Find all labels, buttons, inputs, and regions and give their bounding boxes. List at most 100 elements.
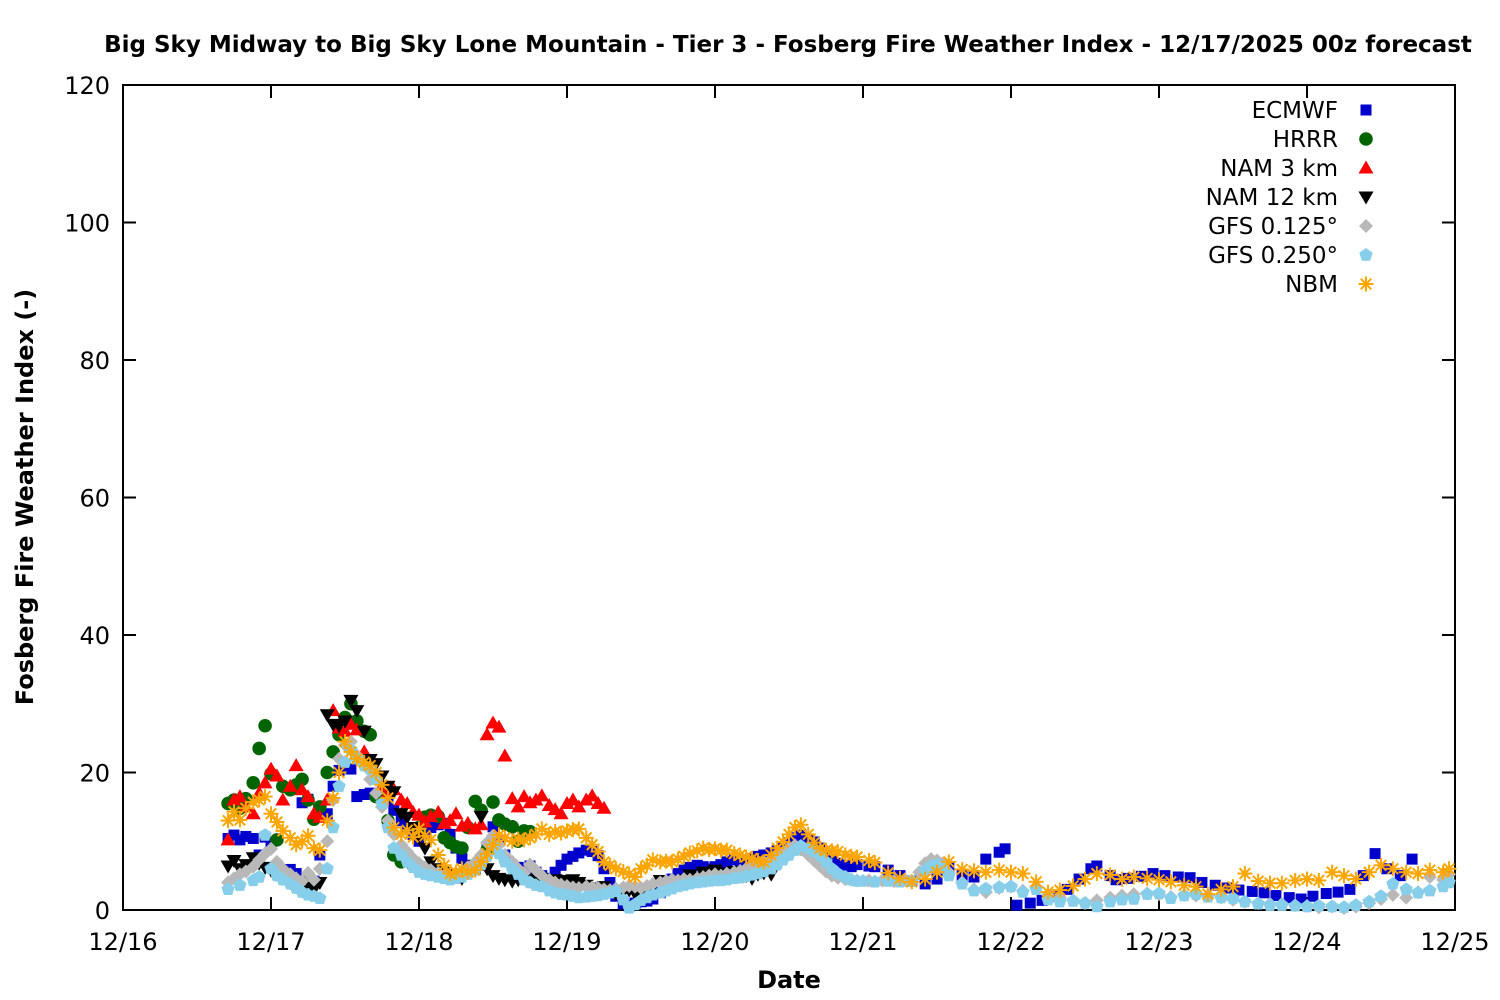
data-point-square <box>345 763 357 775</box>
legend: ECMWF HRRR NAM 3 km NAM 12 km GFS 0.125° GFS … <box>1206 98 1374 298</box>
asterisk-stroke <box>301 829 315 842</box>
data-point-square <box>487 821 499 833</box>
data-point-square <box>1394 870 1406 882</box>
data-point-pentagon <box>233 878 247 891</box>
data-point-square <box>845 861 857 873</box>
data-point-asterisk <box>1385 861 1401 877</box>
asterisk-stroke <box>381 791 394 804</box>
asterisk-stroke <box>1152 873 1166 886</box>
data-point-asterisk <box>590 844 606 860</box>
data-point-pentagon <box>1078 896 1092 909</box>
asterisk-stroke <box>1300 873 1314 886</box>
data-point-pentagon <box>1300 899 1314 913</box>
data-point-asterisk <box>319 813 335 829</box>
data-point-square <box>1159 870 1171 882</box>
asterisk-stroke <box>1263 877 1277 890</box>
asterisk-stroke <box>1226 880 1240 893</box>
asterisk-stroke <box>307 842 320 855</box>
data-point-triangle-down <box>386 786 402 800</box>
data-point-triangle-up <box>1358 160 1374 174</box>
data-point-asterisk <box>312 842 328 858</box>
data-point-circle <box>486 795 500 809</box>
asterisk-stroke <box>1090 867 1103 880</box>
data-point-asterisk <box>1077 871 1093 887</box>
asterisk-stroke <box>1312 874 1325 887</box>
data-point-triangle-up <box>491 719 507 733</box>
data-point-triangle-up <box>399 795 415 809</box>
data-point-asterisk <box>1274 875 1290 891</box>
data-point-pentagon <box>616 892 630 906</box>
asterisk-stroke <box>418 829 431 842</box>
data-point-square <box>1091 860 1103 872</box>
chart-title: Big Sky Midway to Big Sky Lone Mountain … <box>104 32 1472 58</box>
data-point-pentagon <box>1103 894 1117 908</box>
data-point-asterisk <box>917 871 933 887</box>
asterisk-stroke <box>1115 873 1129 886</box>
data-point-pentagon <box>1325 899 1339 913</box>
data-point-circle <box>455 841 469 855</box>
data-point-triangle-up <box>553 806 569 820</box>
data-point-asterisk <box>775 834 791 850</box>
data-point-asterisk <box>473 854 489 870</box>
asterisk-stroke <box>549 825 562 838</box>
data-point-triangle-up <box>571 799 587 813</box>
data-point-asterisk <box>1250 873 1266 889</box>
data-point-pentagon <box>1016 885 1030 898</box>
data-point-square <box>549 866 561 878</box>
data-point-asterisk <box>867 855 883 871</box>
asterisk-stroke <box>1016 867 1029 880</box>
data-point-square <box>573 847 585 859</box>
data-point-square <box>1011 899 1023 911</box>
asterisk-stroke <box>993 864 1006 877</box>
data-point-triangle-up <box>497 748 513 762</box>
asterisk-stroke <box>777 835 790 848</box>
data-point-square <box>1406 853 1418 865</box>
data-point-asterisk <box>1102 867 1118 883</box>
asterisk-stroke <box>1252 875 1265 888</box>
data-point-square <box>247 833 259 844</box>
y-tick-label: 20 <box>79 760 110 788</box>
data-point-asterisk <box>904 874 920 890</box>
data-point-circle <box>270 833 284 847</box>
asterisk-stroke <box>814 842 827 855</box>
data-point-triangle-down <box>356 725 372 739</box>
data-point-asterisk <box>991 862 1007 878</box>
x-axis-label: Date <box>757 966 821 994</box>
data-point-pentagon <box>1263 898 1277 911</box>
data-point-asterisk <box>954 861 970 877</box>
data-point-asterisk <box>627 869 643 885</box>
data-point-asterisk <box>1139 870 1155 886</box>
data-point-asterisk <box>1015 866 1031 882</box>
data-point-asterisk <box>1262 875 1278 891</box>
legend-row-nbm: NBM <box>1285 272 1374 298</box>
asterisk-stroke <box>492 829 505 842</box>
data-point-square <box>1036 894 1048 906</box>
data-point-triangle-up <box>300 789 316 803</box>
data-point-square <box>684 861 696 873</box>
data-point-asterisk <box>1188 879 1204 895</box>
data-point-pentagon <box>1090 899 1104 913</box>
data-point-square <box>1360 104 1372 116</box>
x-tick-label: 12/25 <box>1420 928 1489 956</box>
data-point-asterisk <box>880 865 896 881</box>
data-point-square <box>358 789 370 800</box>
asterisk-stroke <box>734 848 747 862</box>
data-point-asterisk <box>380 790 396 806</box>
asterisk-stroke <box>284 831 297 844</box>
asterisk-stroke <box>375 778 389 791</box>
data-point-square <box>1209 879 1221 891</box>
data-point-pentagon <box>1053 894 1067 908</box>
data-point-asterisk <box>966 863 982 879</box>
asterisk-stroke <box>609 862 622 875</box>
data-point-pentagon <box>1411 885 1425 899</box>
data-point-asterisk <box>374 777 390 793</box>
data-point-square <box>1283 892 1295 904</box>
asterisk-stroke <box>264 807 278 820</box>
legend-row-hrrr: HRRR <box>1273 127 1373 153</box>
asterisk-stroke <box>535 822 548 835</box>
asterisk-stroke <box>227 805 241 818</box>
asterisk-stroke <box>1359 277 1373 291</box>
data-point-triangle-down <box>368 758 384 772</box>
asterisk-stroke <box>407 831 420 844</box>
data-point-triangle-up <box>269 768 285 782</box>
